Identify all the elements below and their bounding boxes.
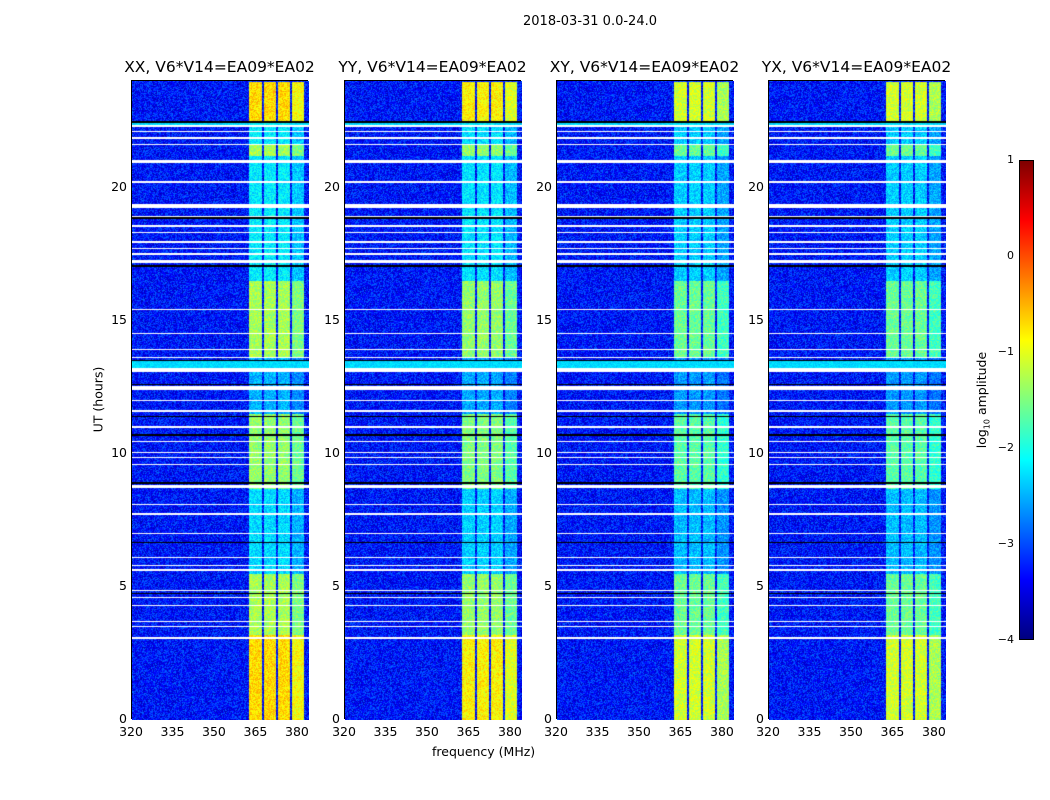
heatmap-panel-1: [344, 80, 522, 720]
y-tick-label: 5: [756, 577, 764, 593]
y-tick-label: 10: [748, 444, 764, 460]
x-tick-label: 365: [243, 724, 268, 739]
colorbar-label: log10 amplitude: [973, 351, 992, 449]
y-tick-label: 10: [536, 444, 552, 460]
colorbar: [1019, 160, 1034, 640]
x-tick-label: 350: [627, 724, 651, 739]
y-tick-label: 15: [324, 311, 340, 327]
panel-title: YX, V6*V14=EA09*EA02: [761, 58, 952, 76]
x-tick-label: 365: [880, 724, 905, 739]
colorbar-tick-label: −3: [997, 537, 1014, 550]
y-tick-label: 15: [748, 311, 764, 327]
heatmap-panel-0: [131, 80, 309, 720]
x-tick-label: 350: [415, 724, 439, 739]
x-tick-label: 350: [839, 724, 863, 739]
y-tick-label: 5: [119, 577, 127, 593]
colorbar-tick-label: −1: [997, 345, 1014, 358]
x-tick-label: 335: [160, 724, 185, 739]
panel-title: XX, V6*V14=EA09*EA02: [124, 58, 315, 76]
x-tick-label: 380: [710, 724, 734, 739]
y-tick-label: 20: [111, 178, 127, 194]
figure-title: 2018-03-31 0.0-24.0: [523, 14, 657, 29]
x-tick-label: 320: [544, 724, 568, 739]
x-tick-label: 380: [285, 724, 309, 739]
colorbar-tick-label: 0: [1007, 249, 1014, 262]
x-tick-label: 320: [756, 724, 780, 739]
x-tick-label: 335: [373, 724, 398, 739]
panel-title: YY, V6*V14=EA09*EA02: [338, 58, 527, 76]
colorbar-tick-label: −2: [997, 441, 1014, 454]
y-tick-label: 0: [756, 711, 764, 726]
y-tick-label: 10: [324, 444, 340, 460]
colorbar-tick-label: −4: [997, 633, 1014, 646]
y-tick-label: 20: [748, 178, 764, 194]
y-tick-label: 0: [544, 711, 552, 726]
heatmap-panel-2: [556, 80, 734, 720]
x-tick-label: 335: [797, 724, 822, 739]
colorbar-tick-label: 1: [1007, 153, 1014, 166]
y-tick-label: 10: [111, 444, 127, 460]
panel-title: XY, V6*V14=EA09*EA02: [549, 58, 740, 76]
y-tick-label: 15: [111, 311, 127, 327]
x-tick-label: 365: [668, 724, 693, 739]
y-tick-label: 20: [536, 178, 552, 194]
y-axis-label: UT (hours): [90, 366, 106, 433]
x-tick-label: 380: [498, 724, 522, 739]
y-tick-label: 0: [332, 711, 340, 726]
heatmap-cells: [345, 81, 522, 720]
x-tick-label: 380: [922, 724, 946, 739]
x-tick-label: 335: [585, 724, 610, 739]
heatmap-panel-3: [768, 80, 946, 720]
x-tick-label: 350: [202, 724, 226, 739]
x-tick-label: 320: [332, 724, 356, 739]
y-tick-label: 15: [536, 311, 552, 327]
x-tick-label: 320: [119, 724, 143, 739]
heatmap-cells: [557, 81, 734, 720]
heatmap-cells: [769, 81, 946, 720]
y-tick-label: 5: [332, 577, 340, 593]
heatmap-cells: [132, 81, 309, 720]
y-tick-label: 5: [544, 577, 552, 593]
x-axis-label: frequency (MHz): [432, 744, 536, 759]
y-tick-label: 0: [119, 711, 127, 726]
y-tick-label: 20: [324, 178, 340, 194]
x-tick-label: 365: [456, 724, 481, 739]
